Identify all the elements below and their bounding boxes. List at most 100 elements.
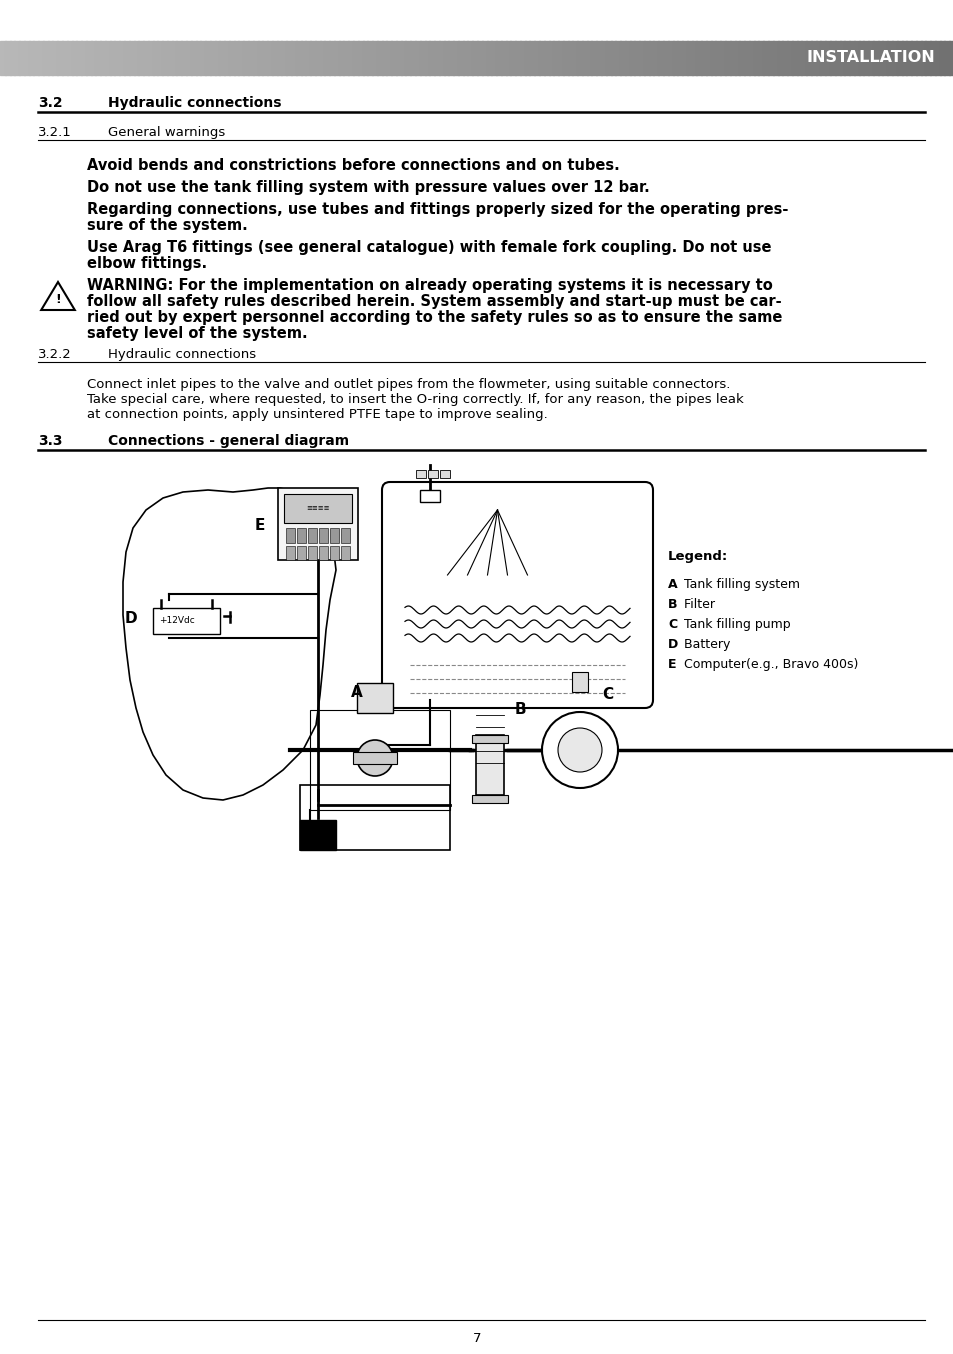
Bar xyxy=(286,546,294,561)
Bar xyxy=(820,41,825,74)
Text: Hydraulic connections: Hydraulic connections xyxy=(108,348,255,362)
Bar xyxy=(57,41,63,74)
Bar xyxy=(277,487,357,561)
Bar xyxy=(934,41,940,74)
Bar xyxy=(510,41,516,74)
Bar xyxy=(786,41,792,74)
Bar xyxy=(648,41,654,74)
Bar xyxy=(0,41,6,74)
Bar xyxy=(872,41,878,74)
Bar xyxy=(91,41,96,74)
Bar xyxy=(457,41,463,74)
Text: A: A xyxy=(667,578,677,590)
Bar xyxy=(910,41,916,74)
Bar xyxy=(715,41,720,74)
Bar xyxy=(176,41,182,74)
Bar xyxy=(224,41,230,74)
Bar xyxy=(356,682,393,714)
Bar xyxy=(877,41,882,74)
Text: Avoid bends and constrictions before connections and on tubes.: Avoid bends and constrictions before con… xyxy=(87,158,619,173)
Bar xyxy=(62,41,68,74)
Text: Hydraulic connections: Hydraulic connections xyxy=(108,96,281,110)
Bar xyxy=(624,41,630,74)
Bar xyxy=(815,41,821,74)
Bar xyxy=(329,41,335,74)
Bar xyxy=(481,41,487,74)
Bar xyxy=(724,41,730,74)
Bar xyxy=(376,41,382,74)
Bar xyxy=(810,41,816,74)
Bar xyxy=(33,41,39,74)
Bar xyxy=(415,41,420,74)
Bar xyxy=(453,41,458,74)
Bar xyxy=(781,41,787,74)
Bar xyxy=(777,41,782,74)
Bar xyxy=(567,41,573,74)
Bar xyxy=(330,528,338,543)
Bar xyxy=(667,41,673,74)
Bar xyxy=(340,528,350,543)
Bar xyxy=(310,41,315,74)
Text: C: C xyxy=(601,688,613,703)
Bar xyxy=(753,41,759,74)
Bar xyxy=(929,41,935,74)
Text: Tank filling system: Tank filling system xyxy=(679,578,800,590)
Bar xyxy=(143,41,149,74)
Bar xyxy=(24,41,30,74)
Bar xyxy=(71,41,77,74)
Bar xyxy=(772,41,778,74)
Bar xyxy=(448,41,454,74)
Text: 3.3: 3.3 xyxy=(38,435,63,448)
Bar xyxy=(19,41,25,74)
Bar xyxy=(886,41,892,74)
Text: ried out by expert personnel according to the safety rules so as to ensure the s: ried out by expert personnel according t… xyxy=(87,310,781,325)
Bar xyxy=(291,41,296,74)
Bar xyxy=(905,41,911,74)
Bar xyxy=(272,41,277,74)
Bar xyxy=(191,41,196,74)
Bar xyxy=(152,41,158,74)
Bar xyxy=(296,546,306,561)
Bar xyxy=(476,735,503,795)
Bar xyxy=(343,41,349,74)
Bar xyxy=(615,41,620,74)
Bar xyxy=(762,41,768,74)
Bar xyxy=(705,41,711,74)
Bar xyxy=(767,41,773,74)
Bar xyxy=(438,41,444,74)
Bar xyxy=(562,41,568,74)
Bar xyxy=(729,41,735,74)
Bar xyxy=(439,470,450,478)
Text: INSTALLATION: INSTALLATION xyxy=(805,50,934,65)
Bar xyxy=(76,41,82,74)
Bar xyxy=(148,41,153,74)
Bar xyxy=(318,528,328,543)
Bar xyxy=(639,41,644,74)
Bar xyxy=(286,41,292,74)
Bar xyxy=(896,41,902,74)
Bar xyxy=(862,41,868,74)
Bar xyxy=(257,41,263,74)
Bar xyxy=(586,41,592,74)
Text: A: A xyxy=(351,685,362,700)
Text: Use Arag T6 fittings (see general catalogue) with female fork coupling. Do not u: Use Arag T6 fittings (see general catalo… xyxy=(87,240,771,255)
Bar xyxy=(367,41,373,74)
Bar xyxy=(939,41,944,74)
Text: E: E xyxy=(254,519,265,533)
Bar xyxy=(296,528,306,543)
Circle shape xyxy=(356,741,393,776)
Bar xyxy=(238,41,244,74)
Bar xyxy=(629,41,635,74)
Text: 3.2: 3.2 xyxy=(38,96,63,110)
Circle shape xyxy=(541,712,618,788)
Bar xyxy=(318,546,328,561)
Bar xyxy=(548,41,554,74)
Bar xyxy=(472,735,507,743)
Bar xyxy=(229,41,234,74)
Text: +12Vdc: +12Vdc xyxy=(159,616,194,626)
Bar xyxy=(596,41,601,74)
Bar xyxy=(829,41,835,74)
Text: sure of the system.: sure of the system. xyxy=(87,218,248,233)
Circle shape xyxy=(558,728,601,772)
Text: Regarding connections, use tubes and fittings properly sized for the operating p: Regarding connections, use tubes and fit… xyxy=(87,202,787,217)
